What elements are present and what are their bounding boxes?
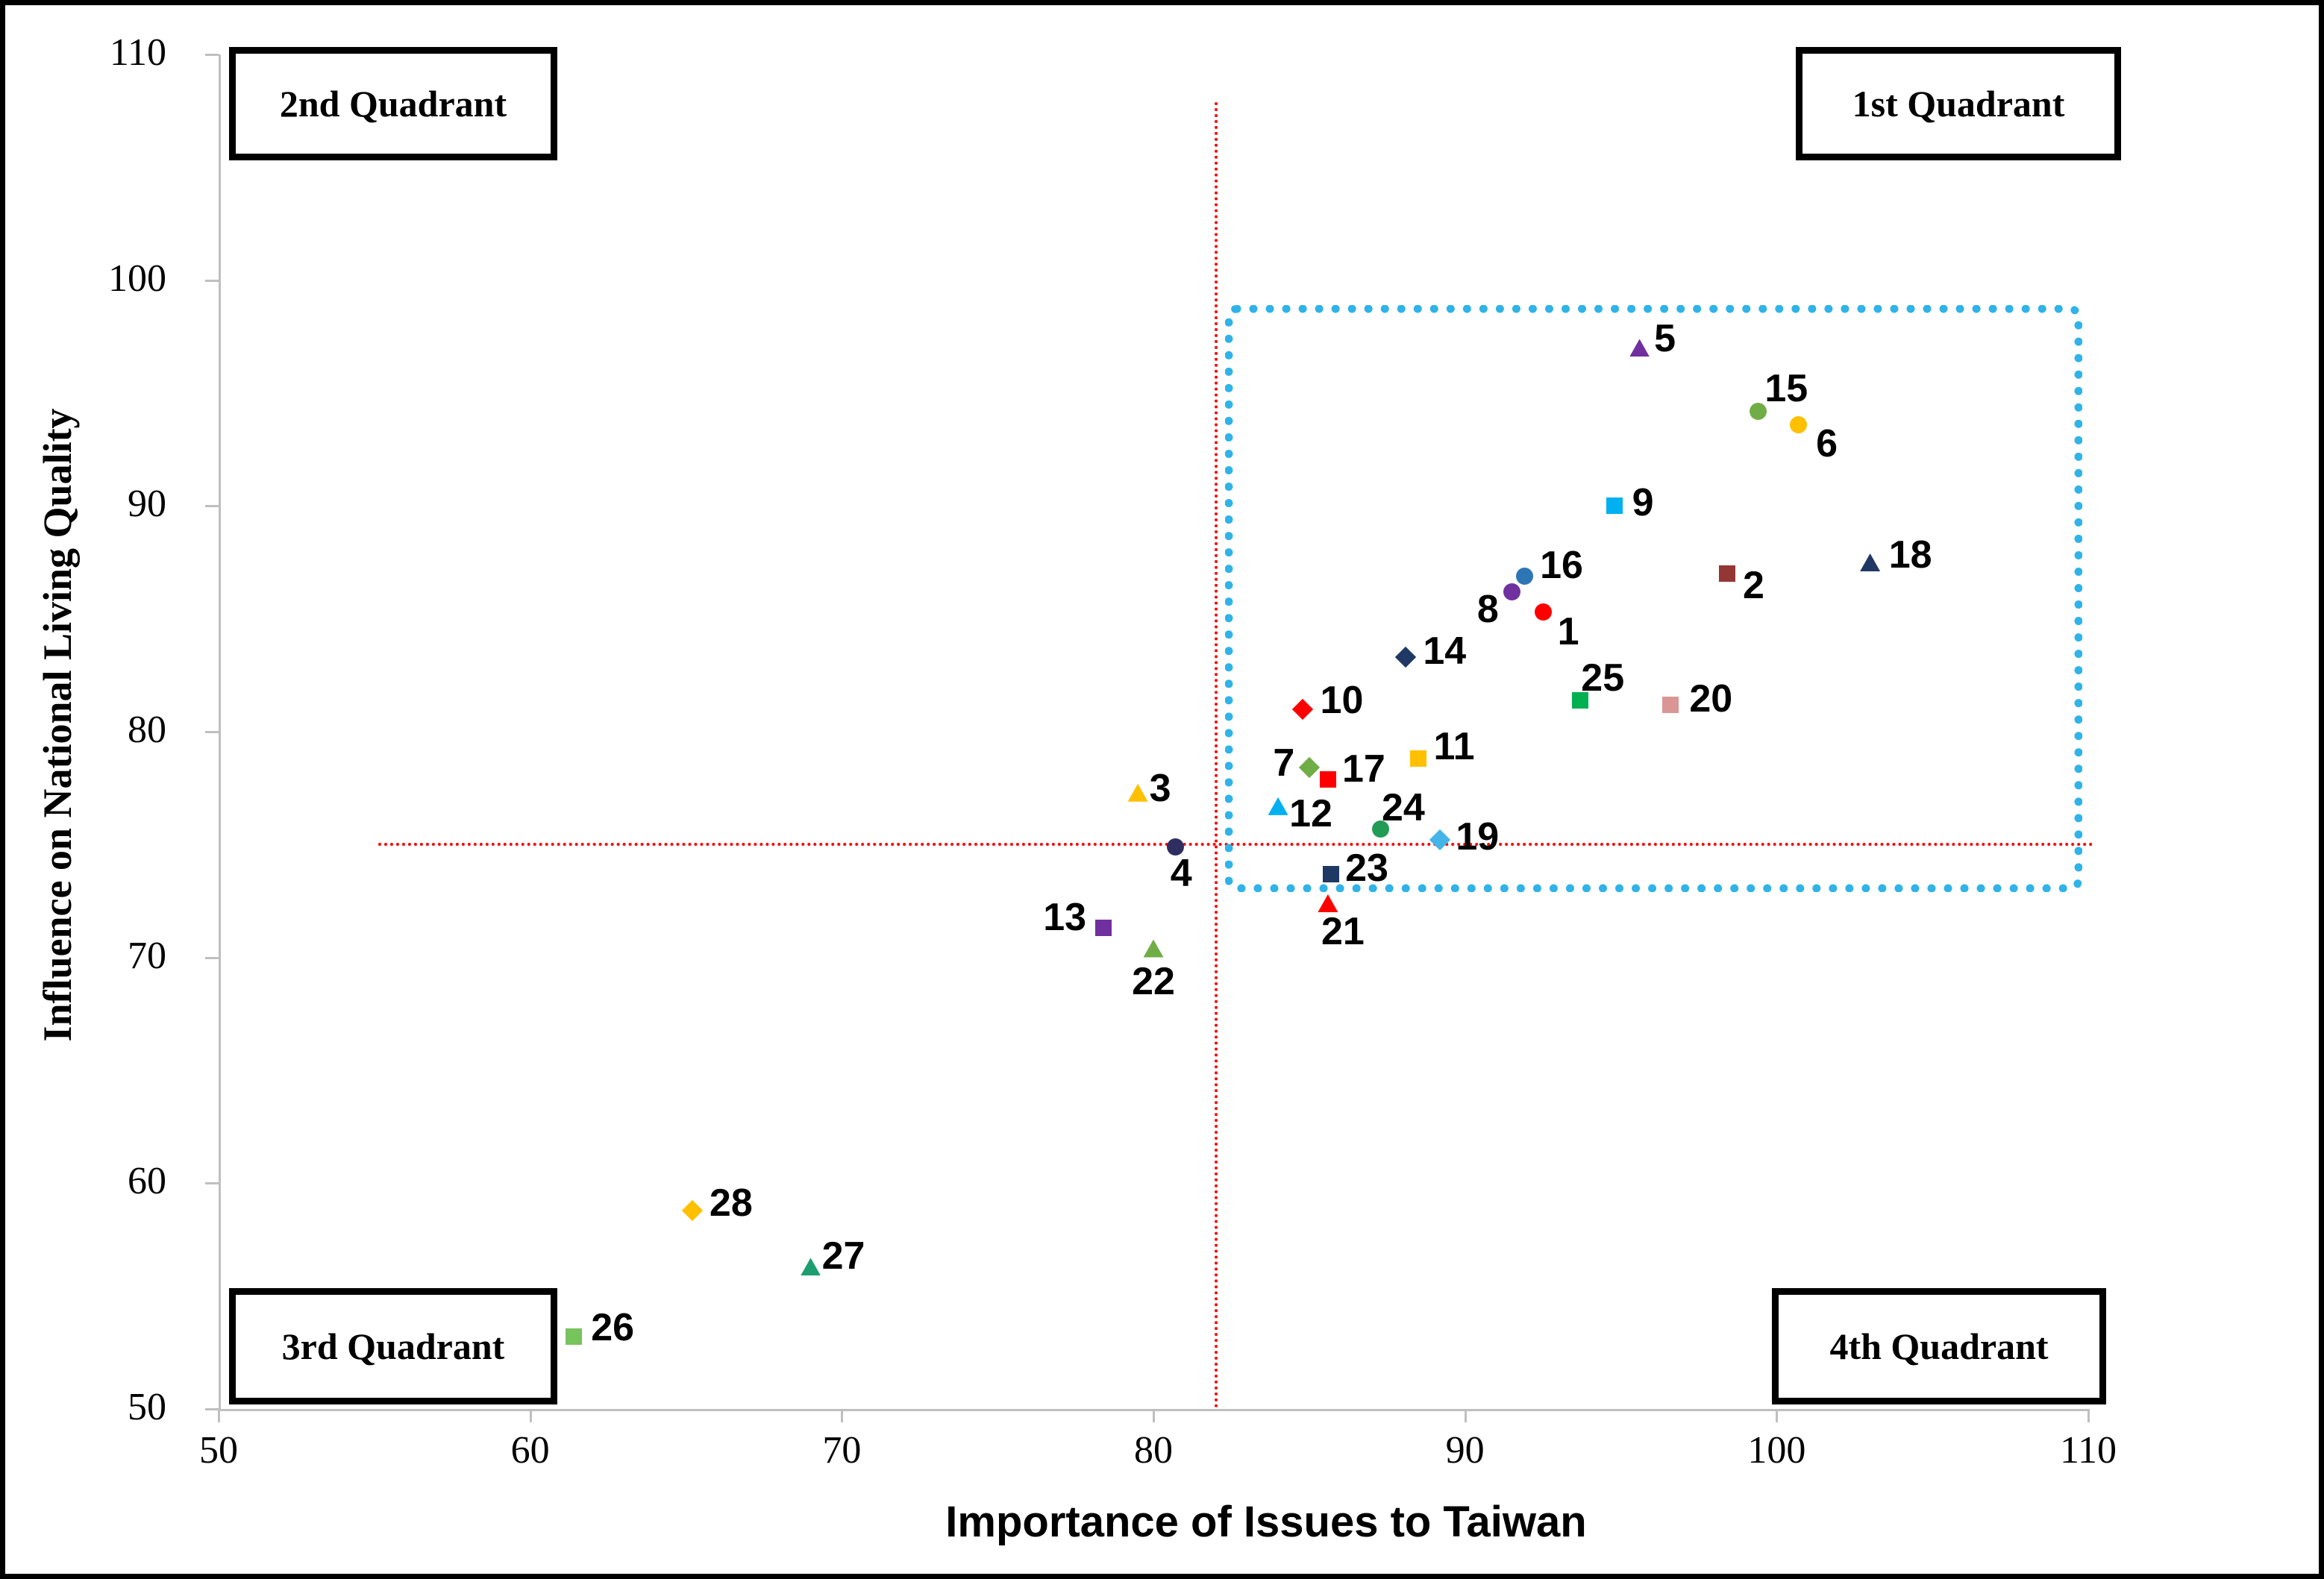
data-point-label-18: 18 — [1888, 533, 1932, 577]
x-tick-label: 110 — [2059, 1429, 2117, 1472]
y-axis-tick — [205, 731, 219, 733]
y-tick-label: 70 — [128, 934, 166, 977]
data-point-label-12: 12 — [1289, 791, 1332, 835]
data-point-label-11: 11 — [1433, 725, 1475, 769]
data-point-4 — [1166, 838, 1184, 856]
x-axis-tick — [1464, 1409, 1467, 1422]
quadrant-label-3rd-text: 3rd Quadrant — [281, 1325, 505, 1367]
data-point-label-15: 15 — [1764, 367, 1808, 411]
data-point-label-7: 7 — [1273, 741, 1295, 785]
data-point-label-22: 22 — [1132, 959, 1175, 1003]
data-point-label-23: 23 — [1345, 846, 1388, 890]
y-axis-tick — [205, 956, 219, 959]
data-point-20 — [1662, 696, 1679, 713]
x-axis-tick — [1776, 1409, 1779, 1422]
data-point-label-28: 28 — [709, 1181, 753, 1225]
data-point-label-25: 25 — [1581, 656, 1625, 700]
y-axis-tick — [205, 505, 219, 508]
reference-line-vertical — [1214, 102, 1218, 1409]
data-point-label-5: 5 — [1654, 317, 1676, 361]
data-point-25 — [1572, 691, 1589, 709]
data-point-label-9: 9 — [1632, 481, 1654, 525]
data-point-label-16: 16 — [1540, 544, 1583, 588]
reference-line-horizontal — [378, 843, 2094, 847]
quadrant-label-1st: 1st Quadrant — [1796, 47, 2121, 160]
data-point-label-2: 2 — [1743, 564, 1764, 608]
x-axis-tick — [218, 1409, 220, 1422]
data-point-28 — [681, 1199, 703, 1221]
quadrant-label-4th-text: 4th Quadrant — [1829, 1325, 2049, 1367]
x-tick-label: 50 — [199, 1429, 238, 1472]
y-axis-tick — [205, 1182, 219, 1185]
data-point-label-24: 24 — [1381, 786, 1425, 830]
y-axis-tick — [205, 1408, 219, 1410]
x-tick-label: 70 — [822, 1429, 862, 1472]
data-point-11 — [1410, 750, 1427, 767]
data-point-16 — [1515, 567, 1533, 585]
x-axis-tick — [1153, 1409, 1155, 1422]
y-tick-label: 90 — [128, 483, 166, 526]
data-point-9 — [1606, 497, 1623, 515]
x-tick-label: 80 — [1134, 1429, 1173, 1472]
y-axis-tick — [205, 279, 219, 282]
quadrant-label-4th: 4th Quadrant — [1772, 1288, 2106, 1404]
data-point-23 — [1323, 865, 1340, 882]
y-tick-label: 100 — [108, 257, 166, 300]
data-point-22 — [1143, 939, 1164, 958]
y-tick-label: 110 — [109, 31, 166, 75]
data-point-8 — [1503, 583, 1520, 600]
data-point-24 — [1372, 820, 1390, 838]
x-axis-tick — [841, 1409, 844, 1422]
data-point-label-20: 20 — [1689, 677, 1733, 721]
data-point-label-8: 8 — [1476, 588, 1499, 632]
data-point-label-6: 6 — [1816, 422, 1838, 466]
data-point-label-19: 19 — [1456, 815, 1500, 859]
quadrant-label-1st-text: 1st Quadrant — [1852, 83, 2065, 125]
data-point-label-1: 1 — [1557, 609, 1579, 653]
data-point-15 — [1749, 402, 1767, 420]
x-axis-tick — [2087, 1409, 2090, 1422]
y-axis-line — [219, 54, 221, 1411]
data-point-label-4: 4 — [1170, 852, 1192, 896]
data-point-label-14: 14 — [1423, 630, 1467, 674]
x-axis-tick — [529, 1409, 532, 1422]
x-tick-label: 90 — [1445, 1429, 1485, 1472]
data-point-label-26: 26 — [591, 1306, 635, 1350]
data-point-label-17: 17 — [1341, 747, 1385, 791]
data-point-label-3: 3 — [1149, 766, 1171, 810]
data-point-3 — [1127, 783, 1148, 802]
data-point-6 — [1790, 415, 1808, 433]
data-point-27 — [801, 1258, 821, 1276]
data-point-label-10: 10 — [1320, 678, 1364, 722]
y-tick-label: 50 — [128, 1386, 166, 1429]
quadrant-label-2nd: 2nd Quadrant — [229, 47, 557, 160]
highlight-box — [1225, 304, 2082, 892]
data-point-label-21: 21 — [1321, 910, 1365, 954]
y-tick-label: 60 — [128, 1160, 166, 1203]
y-axis-tick — [205, 54, 219, 56]
data-point-2 — [1718, 565, 1735, 583]
data-point-13 — [1095, 920, 1112, 937]
data-point-26 — [566, 1328, 583, 1346]
x-tick-label: 100 — [1747, 1429, 1806, 1472]
y-tick-label: 80 — [128, 709, 166, 752]
x-tick-label: 60 — [510, 1429, 550, 1472]
quadrant-label-2nd-text: 2nd Quadrant — [279, 83, 507, 125]
data-point-label-27: 27 — [821, 1234, 865, 1278]
data-point-1 — [1534, 603, 1552, 621]
x-axis-title: Importance of Issues to Taiwan — [945, 1498, 1587, 1546]
data-point-label-13: 13 — [1043, 896, 1087, 940]
data-point-17 — [1319, 770, 1336, 788]
quadrant-label-3rd: 3rd Quadrant — [229, 1288, 557, 1404]
